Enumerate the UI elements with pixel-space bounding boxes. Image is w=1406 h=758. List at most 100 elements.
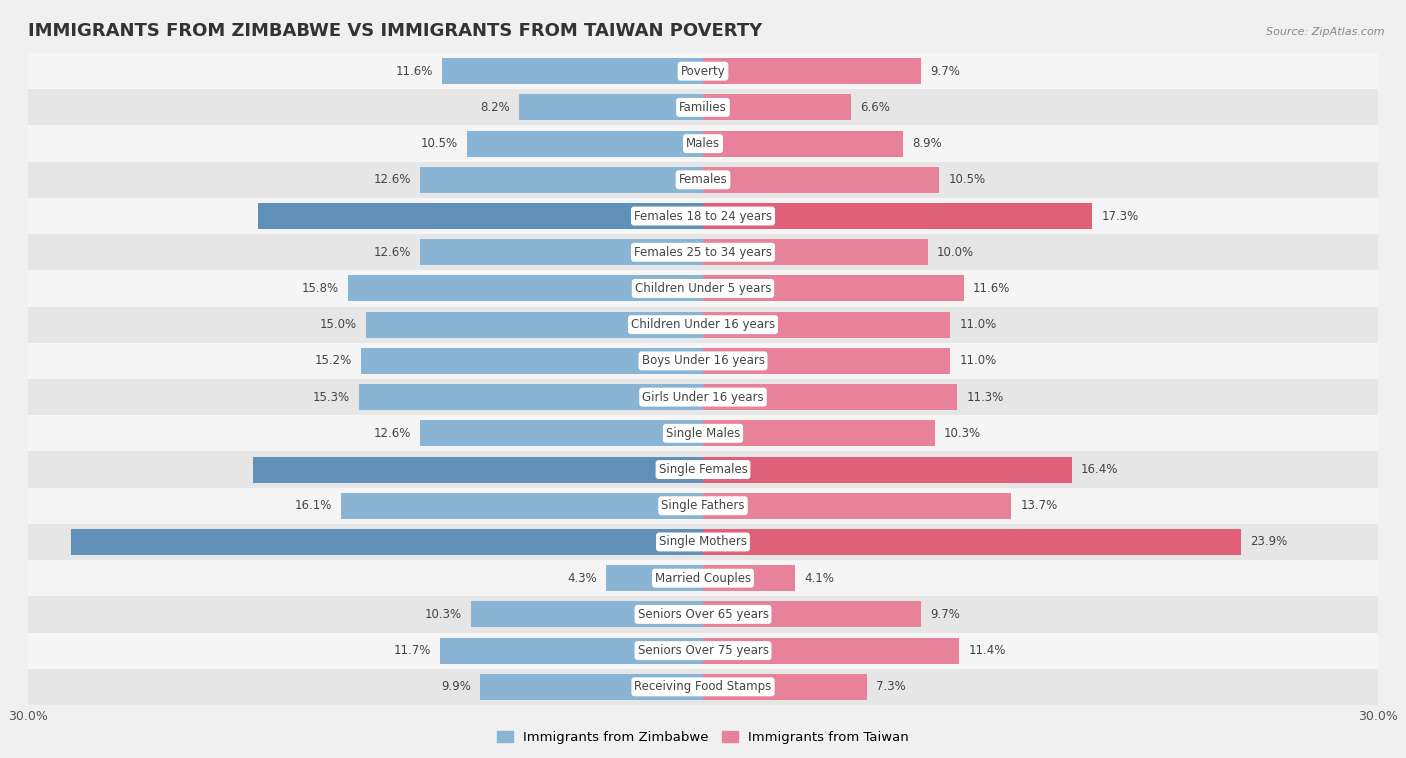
Text: IMMIGRANTS FROM ZIMBABWE VS IMMIGRANTS FROM TAIWAN POVERTY: IMMIGRANTS FROM ZIMBABWE VS IMMIGRANTS F… <box>28 23 762 40</box>
Legend: Immigrants from Zimbabwe, Immigrants from Taiwan: Immigrants from Zimbabwe, Immigrants fro… <box>496 731 910 744</box>
Text: 15.3%: 15.3% <box>312 390 350 403</box>
Text: Single Fathers: Single Fathers <box>661 500 745 512</box>
Text: 6.6%: 6.6% <box>860 101 890 114</box>
Bar <box>703 637 959 664</box>
Text: Source: ZipAtlas.com: Source: ZipAtlas.com <box>1267 27 1385 36</box>
Text: Boys Under 16 years: Boys Under 16 years <box>641 355 765 368</box>
Bar <box>703 493 1011 518</box>
Bar <box>703 58 921 84</box>
Text: Females 18 to 24 years: Females 18 to 24 years <box>634 209 772 223</box>
Bar <box>703 420 935 446</box>
Bar <box>366 312 703 338</box>
Bar <box>440 637 703 664</box>
Text: 12.6%: 12.6% <box>373 246 411 258</box>
Text: Married Couples: Married Couples <box>655 572 751 584</box>
Bar <box>28 597 1378 632</box>
Text: 12.6%: 12.6% <box>373 174 411 186</box>
Text: 20.0%: 20.0% <box>655 463 692 476</box>
Text: Poverty: Poverty <box>681 64 725 77</box>
Text: Girls Under 16 years: Girls Under 16 years <box>643 390 763 403</box>
Bar <box>28 632 1378 669</box>
Text: 10.3%: 10.3% <box>425 608 463 621</box>
Text: 4.3%: 4.3% <box>568 572 598 584</box>
Bar <box>28 306 1378 343</box>
Text: 11.6%: 11.6% <box>395 64 433 77</box>
Bar <box>28 271 1378 306</box>
Text: 15.0%: 15.0% <box>319 318 357 331</box>
Bar <box>703 130 903 157</box>
Text: 15.2%: 15.2% <box>315 355 352 368</box>
Bar <box>471 601 703 628</box>
Text: 23.9%: 23.9% <box>1250 535 1286 549</box>
Bar <box>257 203 703 229</box>
Text: 17.3%: 17.3% <box>1101 209 1139 223</box>
Bar <box>253 456 703 483</box>
Bar <box>28 198 1378 234</box>
Bar <box>28 524 1378 560</box>
Bar <box>70 529 703 555</box>
Text: 4.1%: 4.1% <box>804 572 834 584</box>
Text: Single Mothers: Single Mothers <box>659 535 747 549</box>
Bar <box>703 384 957 410</box>
Text: 10.5%: 10.5% <box>948 174 986 186</box>
Bar <box>419 240 703 265</box>
Bar <box>28 89 1378 126</box>
Bar <box>606 565 703 591</box>
Text: Males: Males <box>686 137 720 150</box>
Text: 7.3%: 7.3% <box>876 681 905 694</box>
Bar <box>703 94 852 121</box>
Text: 11.3%: 11.3% <box>966 390 1004 403</box>
Text: 9.9%: 9.9% <box>441 681 471 694</box>
Bar <box>519 94 703 121</box>
Text: Families: Families <box>679 101 727 114</box>
Text: 10.3%: 10.3% <box>943 427 981 440</box>
Text: 13.7%: 13.7% <box>1021 500 1057 512</box>
Bar <box>28 487 1378 524</box>
Bar <box>703 601 921 628</box>
Bar <box>703 312 950 338</box>
Text: 15.8%: 15.8% <box>301 282 339 295</box>
Bar <box>28 452 1378 487</box>
Bar <box>359 384 703 410</box>
Text: 9.7%: 9.7% <box>931 64 960 77</box>
Bar <box>28 53 1378 89</box>
Text: Children Under 5 years: Children Under 5 years <box>634 282 772 295</box>
Text: 28.1%: 28.1% <box>655 535 692 549</box>
Text: 11.4%: 11.4% <box>969 644 1005 657</box>
Text: 16.1%: 16.1% <box>294 500 332 512</box>
Bar <box>703 167 939 193</box>
Text: 8.9%: 8.9% <box>912 137 942 150</box>
Bar <box>703 456 1071 483</box>
Bar <box>340 493 703 518</box>
Bar <box>703 565 796 591</box>
Text: 11.6%: 11.6% <box>973 282 1011 295</box>
Bar <box>28 343 1378 379</box>
Bar <box>703 529 1240 555</box>
Text: 12.6%: 12.6% <box>373 427 411 440</box>
Text: Single Females: Single Females <box>658 463 748 476</box>
Bar <box>28 669 1378 705</box>
Bar <box>28 161 1378 198</box>
Text: Females: Females <box>679 174 727 186</box>
Text: 11.0%: 11.0% <box>959 355 997 368</box>
Bar <box>481 674 703 700</box>
Bar <box>703 348 950 374</box>
Bar <box>28 560 1378 597</box>
Bar <box>467 130 703 157</box>
Text: 11.7%: 11.7% <box>394 644 430 657</box>
Text: Receiving Food Stamps: Receiving Food Stamps <box>634 681 772 694</box>
Bar <box>28 126 1378 161</box>
Text: Children Under 16 years: Children Under 16 years <box>631 318 775 331</box>
Text: 9.7%: 9.7% <box>931 608 960 621</box>
Text: 10.5%: 10.5% <box>420 137 458 150</box>
Text: 16.4%: 16.4% <box>1081 463 1118 476</box>
Text: Seniors Over 75 years: Seniors Over 75 years <box>637 644 769 657</box>
Text: 19.8%: 19.8% <box>655 209 692 223</box>
Bar <box>703 275 965 302</box>
Bar <box>28 379 1378 415</box>
Bar <box>419 420 703 446</box>
Text: Females 25 to 34 years: Females 25 to 34 years <box>634 246 772 258</box>
Text: 11.0%: 11.0% <box>959 318 997 331</box>
Bar <box>703 240 928 265</box>
Bar <box>441 58 703 84</box>
